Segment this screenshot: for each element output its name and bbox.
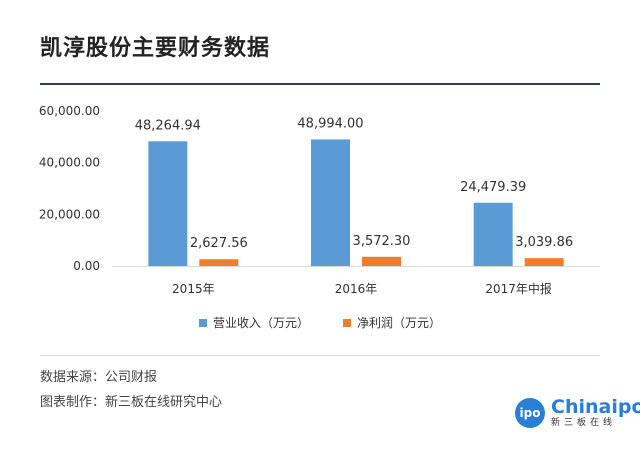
title-divider	[40, 83, 600, 85]
chart-maker: 图表制作：新三板在线研究中心	[40, 395, 223, 410]
bar-revenue	[473, 202, 513, 266]
data-label: 2,627.56	[190, 236, 248, 251]
chart-legend: 营业收入（万元） 净利润（万元）	[0, 314, 640, 331]
data-label: 48,994.00	[297, 116, 363, 131]
bar-profit	[524, 258, 564, 266]
bar-revenue	[148, 141, 188, 266]
logo-name: Chinaipo	[551, 396, 640, 418]
y-tick-label: 20,000.00	[39, 207, 100, 221]
data-label: 48,264.94	[135, 118, 201, 133]
data-label: 24,479.39	[460, 180, 526, 195]
logo-circle-icon: ipo	[515, 398, 545, 428]
data-source: 数据来源：公司财报	[40, 370, 158, 385]
y-tick-label: 40,000.00	[39, 156, 100, 170]
y-tick-label: 0.00	[73, 259, 100, 273]
logo-wordmark: Chinaipo 新三板在线	[551, 398, 640, 428]
bar-profit	[199, 259, 239, 266]
legend-label-revenue: 营业收入（万元）	[212, 316, 309, 330]
chart-title: 凯淳股份主要财务数据	[40, 36, 271, 61]
legend-swatch-profit	[343, 318, 351, 327]
data-label: 3,039.86	[515, 235, 573, 250]
legend-item-profit: 净利润（万元）	[343, 314, 441, 331]
legend-item-revenue: 营业收入（万元）	[198, 314, 309, 331]
x-tick-label: 2017年中报	[485, 281, 552, 296]
legend-swatch-revenue	[198, 318, 207, 327]
legend-label-profit: 净利润（万元）	[357, 316, 442, 330]
footer-divider	[40, 355, 600, 356]
chinaipo-logo: ipo Chinaipo 新三板在线	[515, 398, 640, 428]
y-tick-label: 60,000.00	[39, 104, 100, 118]
bar-revenue	[311, 139, 350, 266]
data-label: 3,572.30	[353, 234, 411, 249]
x-tick-label: 2015年	[172, 282, 215, 296]
bar-profit	[362, 256, 401, 266]
logo-subtitle: 新三板在线	[551, 418, 617, 428]
x-tick-label: 2016年	[335, 282, 378, 296]
